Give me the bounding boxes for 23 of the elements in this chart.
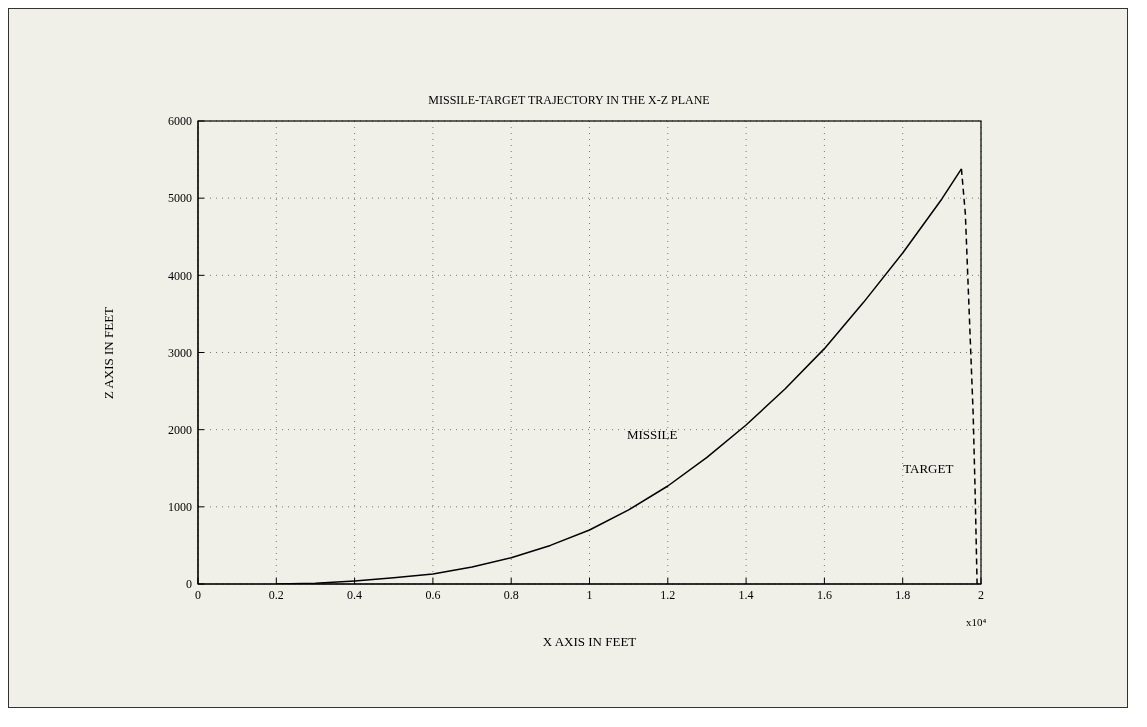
x-tick-label: 1.8 (895, 587, 911, 602)
x-tick-label: 1 (586, 587, 593, 602)
y-tick-label: 6000 (168, 114, 192, 129)
series-label: TARGET (903, 461, 954, 478)
x-tick-label: 0.8 (503, 587, 519, 602)
y-tick-label: 2000 (168, 422, 192, 437)
text: MISSILE (626, 427, 678, 444)
chart-title: MISSILE-TARGET TRAJECTORY IN THE X-Z PLANE (427, 93, 711, 108)
y-tick-label: 3000 (168, 345, 192, 360)
y-tick-label: 0 (186, 577, 192, 592)
text: x10⁴ (966, 616, 987, 628)
x-tick-label: 1.2 (660, 587, 676, 602)
x-tick-label: 1.6 (816, 587, 832, 602)
x-tick-label: 0.6 (425, 587, 441, 602)
x-axis-title: X AXIS IN FEET (541, 634, 638, 650)
y-tick-label: 1000 (168, 500, 192, 515)
x-tick-label: 2 (978, 587, 984, 602)
x-tick-label: 0.4 (347, 587, 363, 602)
y-tick-label: 4000 (168, 268, 192, 283)
y-tick-label: 5000 (168, 191, 192, 206)
y-axis-title: Z AXIS IN FEET (101, 306, 117, 399)
x-tick-label: 0.2 (268, 587, 284, 602)
x-tick-label: 1.4 (738, 587, 754, 602)
